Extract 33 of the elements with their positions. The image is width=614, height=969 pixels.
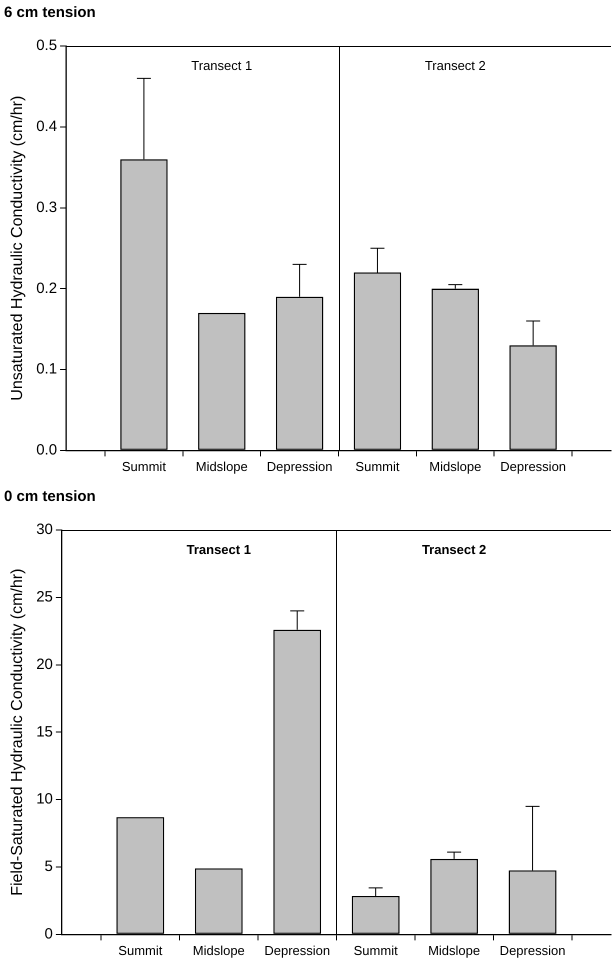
y-axis-title: Unsaturated Hydraulic Conductivity (cm/hr) — [9, 96, 26, 401]
annotation: Transect 2 — [424, 58, 486, 74]
y-tick-label: 0.2 — [36, 280, 58, 297]
x-tick-label: Depression — [266, 458, 332, 474]
y-tick-label: 30 — [36, 521, 53, 538]
chart-title: 0 cm tension — [4, 488, 96, 506]
x-tick-label: Summit — [118, 942, 163, 958]
y-tick-label: 25 — [36, 588, 53, 606]
y-tick-label: 20 — [36, 656, 53, 673]
x-tick-label: Summit — [354, 942, 398, 958]
chart-title: 6 cm tension — [4, 4, 96, 22]
x-tick-label: Midslope — [196, 458, 248, 474]
x-tick-label: Midslope — [428, 942, 480, 958]
x-tick-label: Depression — [500, 458, 566, 474]
y-tick-label: 15 — [36, 723, 53, 740]
y-tick-label: 0.5 — [36, 37, 58, 54]
y-tick-label: 0.3 — [36, 198, 58, 216]
x-tick-label: Midslope — [429, 458, 482, 474]
y-tick-label: 5 — [44, 858, 53, 876]
x-tick-label: Depression — [500, 942, 566, 958]
annotation: Transect 2 — [422, 542, 486, 558]
y-tick-label: 0 — [44, 926, 53, 943]
x-tick-label: Summit — [355, 458, 400, 474]
y-tick-label: 0.1 — [36, 360, 58, 378]
x-tick-label: Midslope — [192, 942, 245, 958]
annotation: Transect 1 — [186, 542, 251, 558]
x-tick-label: Summit — [122, 458, 166, 474]
y-tick-label: 0.4 — [36, 118, 58, 136]
y-tick-label: 10 — [36, 790, 53, 808]
annotation: Transect 1 — [191, 58, 252, 74]
y-tick-label: 0.0 — [36, 442, 58, 459]
y-axis-title: Field-Saturated Hydraulic Conductivity (cm/hr) — [9, 568, 26, 896]
x-tick-label: Depression — [264, 942, 330, 958]
